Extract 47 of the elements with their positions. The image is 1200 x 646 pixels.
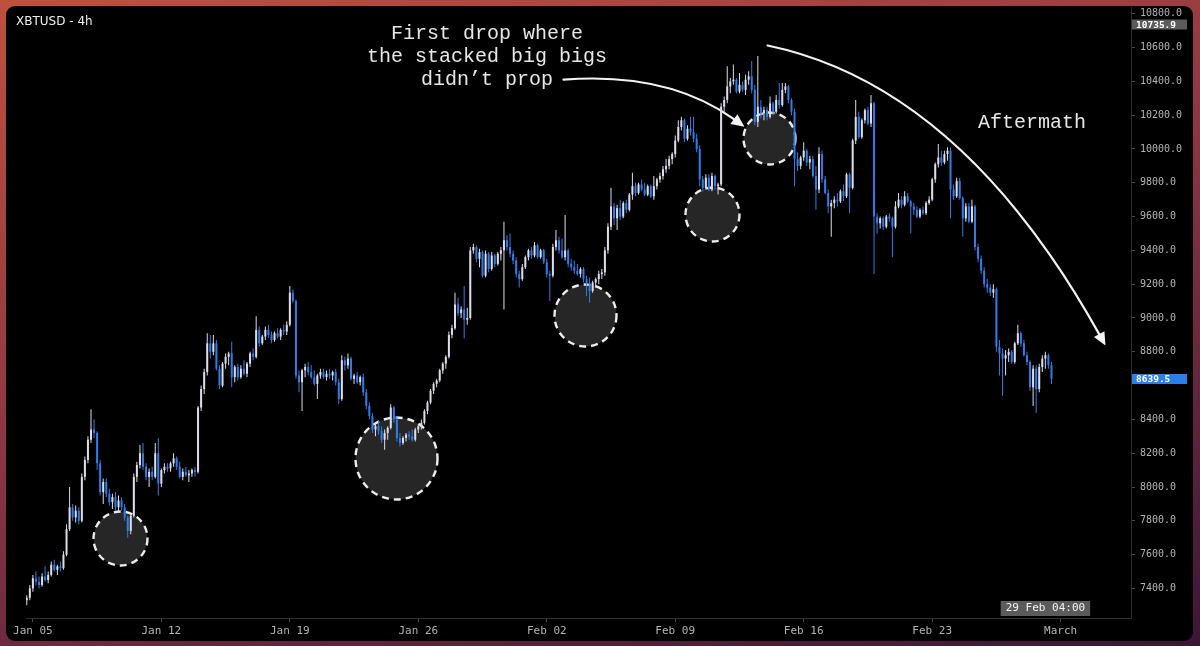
- candlestick: [298, 370, 300, 393]
- y-tick-label: 10400.0: [1140, 74, 1183, 86]
- candlestick: [506, 235, 508, 251]
- y-tick-label: 10000.0: [1140, 142, 1183, 154]
- x-tick-label: Jan 05: [13, 624, 53, 638]
- candlestick: [402, 436, 404, 445]
- annotation: 29 Feb 04:00: [1005, 601, 1086, 615]
- candlestick: [90, 409, 92, 444]
- candlestick: [59, 561, 62, 572]
- candlestick: [714, 174, 716, 190]
- y-tick-label: 7400.0: [1140, 582, 1177, 594]
- candlestick: [350, 356, 352, 381]
- candlestick: [766, 106, 768, 121]
- y-tick-label: 9800.0: [1140, 176, 1177, 188]
- y-tick-label: 9400.0: [1140, 243, 1177, 255]
- y-tick-label: 9200.0: [1140, 277, 1177, 289]
- candlestick: [610, 187, 612, 231]
- annotation: First drop where the stacked big bigs didn’t prop: [366, 22, 608, 91]
- y-tick-label: 9000.0: [1140, 311, 1177, 323]
- text: XBTUSD - 4h: [16, 14, 93, 28]
- y-tick-label: 9600.0: [1140, 210, 1177, 222]
- candlestick: [558, 236, 560, 254]
- y-tick-label: 10200.0: [1140, 108, 1183, 120]
- candlestick: [194, 466, 196, 477]
- y-tick-label: 7800.0: [1140, 514, 1177, 526]
- y-tick-label: 10800.0: [1140, 7, 1183, 19]
- y-tick-label: 8000.0: [1140, 480, 1177, 492]
- candlestick: [870, 94, 872, 127]
- x-tick-label: March: [1044, 624, 1078, 638]
- y-tick-label: 8800.0: [1140, 345, 1177, 357]
- candlestick: [818, 147, 820, 193]
- y-tick-label: 7600.0: [1140, 548, 1177, 560]
- candlestick: [662, 165, 664, 180]
- y-tick-label: 10600.0: [1140, 41, 1183, 53]
- text: 8639.5: [1136, 372, 1171, 384]
- x-tick-label: Jan 12: [141, 624, 182, 638]
- x-tick-label: Feb 16: [783, 624, 824, 638]
- y-tick-label: 8200.0: [1140, 446, 1177, 458]
- annotation: Aftermath: [977, 111, 1087, 134]
- x-tick-label: Feb 23: [912, 624, 953, 638]
- text: 10735.9: [1136, 18, 1177, 30]
- x-tick-label: Feb 09: [655, 624, 696, 638]
- x-tick-label: Jan 26: [398, 624, 439, 638]
- x-tick-label: Feb 02: [526, 624, 567, 638]
- x-tick-label: Jan 19: [269, 624, 310, 638]
- candlestick: [454, 292, 456, 330]
- y-tick-label: 8400.0: [1140, 413, 1177, 424]
